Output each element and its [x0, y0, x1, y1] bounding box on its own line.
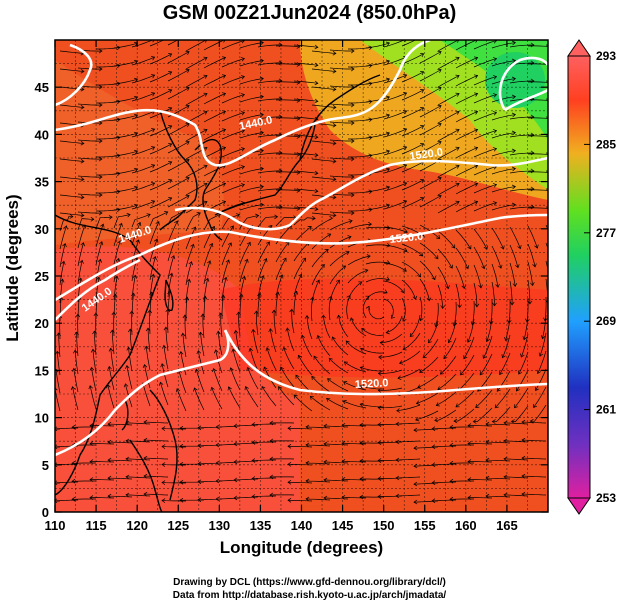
contour-label: 1520.0 [409, 146, 444, 163]
x-tick-label: 130 [208, 518, 230, 533]
colorbar-tick-label: 293 [596, 49, 616, 63]
y-axis-ticks: 0 5 10 15 20 25 30 35 40 45 [35, 80, 548, 520]
y-tick-label: 45 [35, 80, 49, 95]
y-axis-label: Latitude (degrees) [3, 194, 22, 342]
y-tick-label: 30 [35, 222, 49, 237]
y-tick-label: 15 [35, 363, 49, 378]
x-tick-label: 120 [126, 518, 148, 533]
x-tick-label: 150 [373, 518, 395, 533]
y-tick-label: 40 [35, 127, 49, 142]
colorbar-tick-label: 269 [596, 314, 616, 328]
x-tick-label: 155 [414, 518, 436, 533]
y-tick-label: 5 [42, 458, 49, 473]
colorbar-tick-label: 261 [596, 403, 616, 417]
x-tick-label: 125 [167, 518, 189, 533]
y-tick-label: 0 [42, 505, 49, 520]
x-tick-label: 145 [332, 518, 354, 533]
colorbar-tick-label: 277 [596, 226, 616, 240]
wind-streamlines [55, 40, 548, 505]
y-tick-label: 25 [35, 269, 49, 284]
contour-label: 1520.0 [355, 377, 389, 391]
x-axis-label: Longitude (degrees) [219, 538, 384, 557]
x-tick-label: 160 [455, 518, 477, 533]
x-axis-ticks: 110 115 120 125 130 135 140 145 150 155 160 165 [45, 40, 518, 533]
geopotential-contours [55, 40, 548, 457]
y-tick-label: 20 [35, 316, 49, 331]
map-title: GSM 00Z21Jun2024 (850.0hPa) [162, 2, 457, 24]
coastlines [55, 74, 381, 512]
colorbar-tick-label: 285 [596, 137, 616, 151]
credit-data-source: Data from http://database.rish.kyoto-u.a… [172, 590, 447, 601]
x-tick-label: 165 [496, 518, 518, 533]
x-tick-label: 110 [45, 518, 66, 533]
credit-drawing: Drawing by DCL (https://www.gfd-dennou.o… [173, 577, 446, 588]
x-tick-label: 135 [250, 518, 272, 533]
x-tick-label: 115 [86, 518, 107, 533]
colorbar: 293 285 277 269 261 253 [567, 39, 616, 515]
contour-label: 1520.0 [389, 231, 424, 246]
colorbar-tick-label: 253 [596, 491, 616, 505]
y-tick-label: 10 [35, 411, 49, 426]
x-tick-label: 140 [291, 518, 313, 533]
y-tick-label: 35 [35, 175, 49, 190]
